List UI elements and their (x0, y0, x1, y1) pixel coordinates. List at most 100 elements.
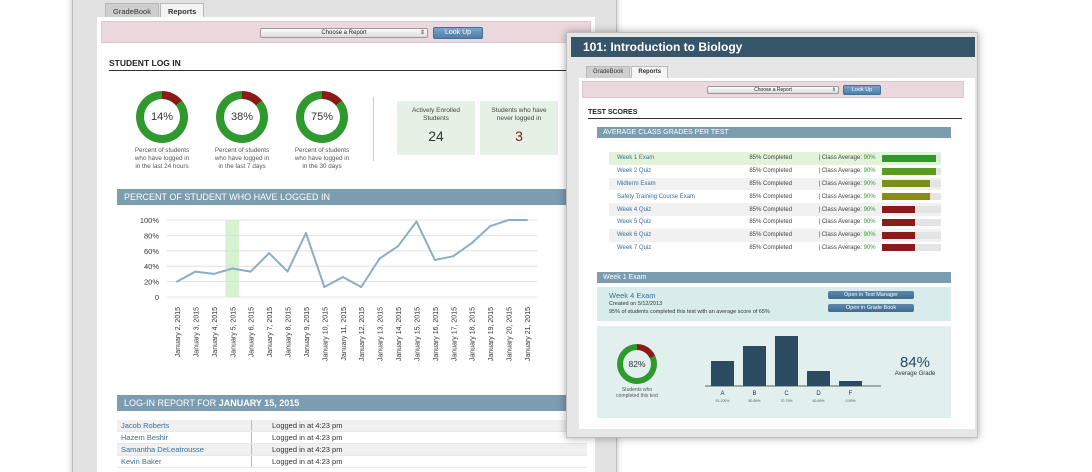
class-average-label: Class Average: (821, 244, 862, 251)
completion-percent: 85% (749, 193, 762, 200)
data-point (194, 270, 197, 273)
table-row: Jacob Roberts Logged in at 4:23 pm (117, 420, 587, 432)
log-report-prefix: LOG-IN REPORT FOR (124, 398, 219, 408)
test-scores-panel: Choose a Report ⇕ Look Up TEST SCORES AV… (579, 78, 975, 429)
login-donut: 14% (136, 91, 188, 143)
table-row: Kevin Baker Logged in at 4:23 pm (117, 456, 587, 468)
never-logged-label: Students who have never logged in (480, 101, 558, 122)
open-test-manager-button[interactable]: Open in Test Manager (828, 291, 914, 299)
test-completion: 85% Completed (749, 219, 818, 225)
test-name-link[interactable]: Midterm Exam (617, 180, 656, 187)
student-name-link[interactable]: Jacob Roberts (117, 420, 252, 431)
test-name-link[interactable]: Week 1 Exam (617, 155, 655, 162)
test-row: Safety Training Course Exam 85% Completed… (609, 190, 941, 203)
week-band: Week 1 Exam (597, 272, 951, 283)
test-name-link[interactable]: Safety Training Course Exam (617, 193, 696, 200)
test-row: Week 7 Quiz 85% Completed | Class Average:… (609, 242, 941, 255)
x-tick-label: January 6, 2015 (249, 307, 256, 357)
open-grade-book-button[interactable]: Open in Grade Book (828, 304, 914, 312)
divider (373, 97, 374, 161)
look-up-button[interactable]: Look Up (433, 27, 483, 39)
test-completion: 85% Completed (749, 168, 818, 174)
class-average-value: 90% (863, 193, 876, 200)
login-donut-caption-line: in the last 24 hours (135, 163, 189, 170)
class-average: | Class Average: 90% (818, 219, 876, 226)
completion-label: Completed (763, 155, 793, 162)
class-average-label: Class Average: (821, 155, 862, 162)
grade-bar-track (881, 154, 941, 162)
grade-bar-track (881, 193, 941, 201)
test-detail-name[interactable]: Week 4 Exam (609, 291, 656, 300)
login-donut-wrap: 14% Percent of students who have logged in… (117, 91, 207, 171)
test-name-link[interactable]: Week 6 Quiz (617, 232, 652, 239)
test-row: Week 5 Quiz 85% Completed | Class Average:… (609, 216, 941, 229)
student-name-link[interactable]: Kevin Baker (117, 456, 252, 467)
tab-reports[interactable]: Reports (159, 3, 205, 19)
data-point (249, 270, 252, 273)
login-donut-caption: Percent of students who have logged in in … (277, 147, 367, 171)
login-donut-caption-line: Percent of students (214, 147, 270, 154)
login-donut-value: 14% (144, 99, 180, 135)
data-point (433, 259, 436, 262)
test-name-link[interactable]: Week 5 Quiz (617, 219, 652, 226)
data-point (304, 232, 307, 235)
student-name-link[interactable]: Samantha DeLeatrousse (117, 444, 252, 455)
student-name-link[interactable]: Hazem Beshir (117, 432, 252, 443)
class-average-label: Class Average: (821, 168, 862, 175)
enrolled-label: Actively Enrolled Students (397, 101, 475, 122)
completion-percent: 85% (749, 206, 762, 213)
log-report-band: LOG-IN REPORT FOR JANUARY 15, 2015 (117, 395, 567, 411)
grade-range: 91-100% (715, 399, 729, 403)
grade-bar-track (881, 167, 941, 175)
grade-bar (839, 381, 862, 386)
grade-category: F (849, 391, 853, 397)
test-name-link[interactable]: Week 2 Quiz (617, 168, 652, 175)
report-select[interactable]: Choose a Report ⇕ (260, 28, 428, 38)
y-tick-label: 80% (144, 231, 159, 240)
grade-range: 70-79% (780, 399, 792, 403)
completion-value: 82% (623, 350, 651, 378)
tab-reports[interactable]: Reports (631, 66, 669, 79)
report-select[interactable]: Choose a Report ⇕ (707, 86, 839, 94)
tab-gradebook[interactable]: GradeBook (586, 66, 631, 79)
x-tick-label: January 12, 2015 (359, 307, 366, 361)
y-tick-label: 20% (144, 278, 159, 287)
class-average-value: 90% (863, 206, 876, 213)
login-donut-caption-line: in the 30 days (302, 163, 342, 170)
class-average-value: 90% (863, 244, 876, 251)
course-report-window: 101: Introduction to Biology GradeBook R… (566, 32, 978, 438)
test-completion: 85% Completed (749, 232, 818, 238)
class-average: | Class Average: 90% (818, 232, 876, 239)
enrolled-label-line: Actively Enrolled (411, 107, 461, 114)
never-logged-label-line: never logged in (496, 114, 542, 122)
test-completion: 85% Completed (749, 245, 818, 251)
grade-bar (881, 231, 915, 239)
grade-range: 80-89% (748, 399, 760, 403)
data-point (507, 219, 510, 221)
login-donut-wrap: 75% Percent of students who have logged in… (277, 91, 367, 171)
log-report-date: JANUARY 15, 2015 (218, 398, 300, 408)
login-donut-caption-line: in the last 7 days (218, 163, 266, 170)
look-up-button[interactable]: Look Up (843, 85, 881, 95)
x-tick-label: January 11, 2015 (341, 307, 348, 361)
average-grade-label: Average Grade (894, 371, 936, 377)
report-toolbar: Choose a Report ⇕ Look Up (582, 81, 964, 98)
enrolled-count: 24 (428, 128, 444, 144)
student-log-in-title: STUDENT LOG IN (109, 58, 589, 71)
student-report-window: GradeBook Reports Choose a Report ⇕ Look… (72, 0, 617, 472)
x-tick-label: January 10, 2015 (322, 307, 329, 361)
class-average: | Class Average: 90% (818, 193, 876, 200)
tab-gradebook[interactable]: GradeBook (105, 3, 159, 19)
select-arrows-icon: ⇕ (419, 30, 425, 36)
test-name-link[interactable]: Week 4 Quiz (617, 206, 652, 213)
class-average: | Class Average: 90% (818, 244, 876, 251)
test-scores-title: TEST SCORES (588, 109, 962, 119)
enrolled-label-line: Students (423, 114, 449, 122)
class-average-label: Class Average: (821, 180, 862, 187)
login-donut-value: 38% (224, 99, 260, 135)
completion-percent: 85% (749, 168, 762, 175)
login-time: Logged in at 4:23 pm (272, 421, 343, 430)
x-tick-label: January 17, 2015 (451, 307, 458, 361)
data-point (526, 219, 528, 221)
test-name-link[interactable]: Week 7 Quiz (617, 244, 652, 251)
